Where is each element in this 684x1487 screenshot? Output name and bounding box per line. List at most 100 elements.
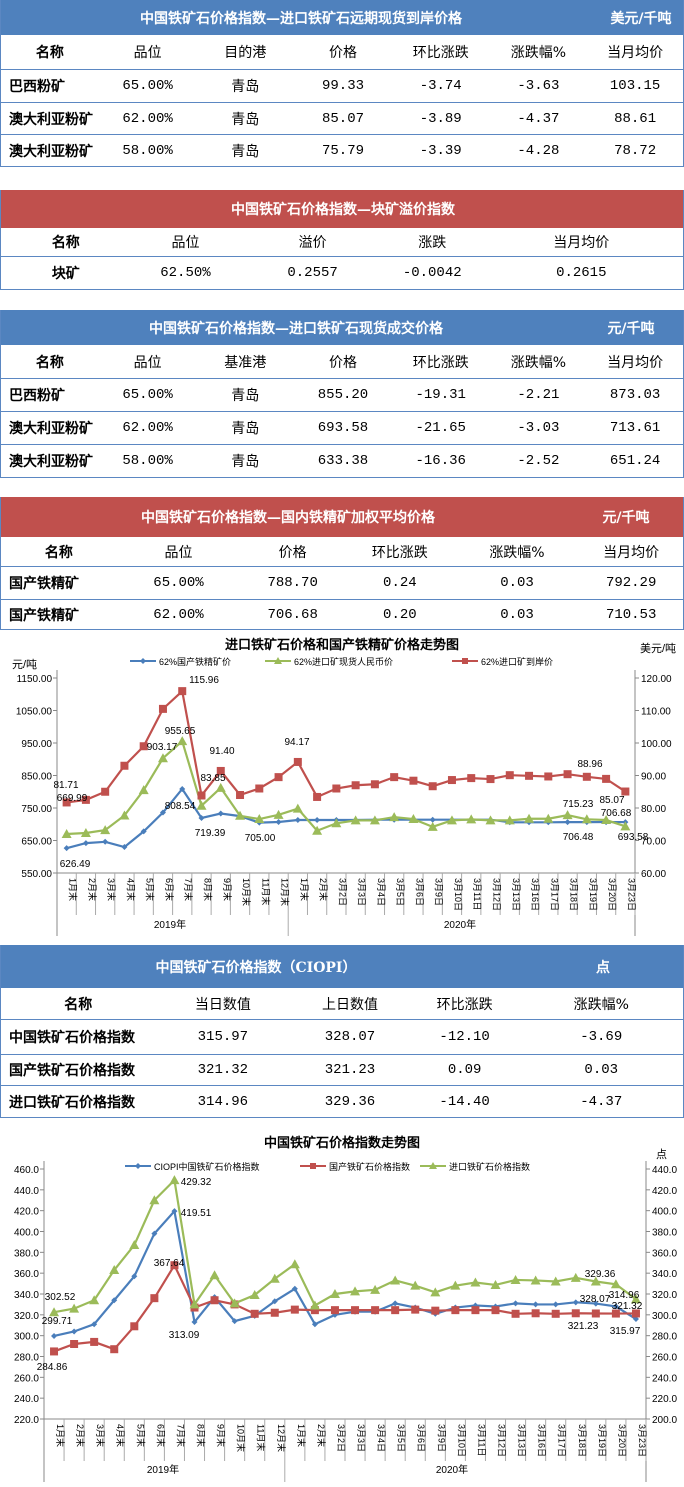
category-label: 3月16日 [537,1424,547,1457]
column-header: 涨跌幅% [510,45,567,61]
right-tick-label: 440.0 [652,1165,677,1176]
diamond-marker [231,1318,238,1325]
category-label: 3月16日 [530,878,540,911]
square-marker [351,1306,360,1315]
triangle-marker [289,1259,300,1269]
legend-label: 62%进口矿现货人民币价 [294,656,393,667]
square-marker [602,774,611,783]
diamond-marker [159,809,166,816]
column-header: 品位 [171,235,200,251]
triangle-marker [100,825,111,835]
diamond-marker [191,1319,198,1326]
year-group-label: 2020年 [444,918,476,931]
category-label: 3月9日 [436,1424,446,1452]
triangle-marker [485,815,496,825]
table-row: 中国铁矿石价格指数 315.97 328.07 -12.10 -3.69 [1,1020,683,1055]
square-marker [110,1345,119,1354]
diamond-marker [592,1300,599,1307]
legend-label: 进口铁矿石价格指数 [449,1161,530,1172]
table-column-header-row: 名称 品位 目的港 价格 环比涨跌 涨跌幅% 当月均价 [1,35,683,70]
row-name: 巴西粉矿 [9,79,65,95]
category-label: 3月末 [106,878,117,901]
left-tick-label: 380.0 [14,1248,39,1259]
square-marker [170,1261,179,1270]
left-tick-label: 1050.00 [16,707,53,718]
triangle-marker [89,1295,100,1305]
cell-value: 62.50% [160,265,211,281]
square-marker [313,792,322,801]
cell-value: -3.69 [580,1029,623,1045]
square-marker [531,1309,540,1318]
cell-value: -4.28 [517,142,560,159]
table-row: 巴西粉矿 65.00% 青岛 99.33 -3.74 -3.63 103.15 [1,70,683,103]
category-label: 8月末 [196,1424,207,1447]
data-label: 299.71 [42,1316,73,1327]
table-row: 澳大利亚粉矿 62.00% 青岛 85.07 -3.89 -4.37 88.61 [1,103,683,135]
triangle-marker [177,736,188,746]
square-marker [290,1305,299,1314]
diamond-marker [564,819,571,826]
category-label: 3月4日 [376,878,386,906]
cell-value: -4.37 [517,110,560,127]
data-label: 321.32 [612,1301,643,1312]
column-header: 环比涨跌 [371,544,428,561]
triangle-marker [157,753,168,763]
category-label: 6月末 [164,878,175,901]
cell-value: -2.21 [517,387,560,403]
triangle-marker [49,1307,60,1317]
cell-value: 103.15 [609,78,661,94]
right-tick-label: 240.0 [652,1373,677,1384]
diamond-marker [291,1285,298,1292]
column-header: 名称 [51,235,80,251]
table-title: 中国铁矿石价格指数—国内铁精矿加权平均价格 [141,510,435,526]
triangle-marker [590,1276,601,1286]
triangle-marker [109,1265,120,1275]
cell-value: 0.20 [383,606,417,623]
square-marker [428,782,437,791]
triangle-marker [450,1280,461,1290]
cell-value: -21.65 [415,420,466,436]
square-marker [462,658,468,664]
price-table: 中国铁矿石价格指数—国内铁精矿加权平均价格 元/千吨 名称 品位 价格 环比涨跌 涨跌幅% 当… [0,497,684,630]
data-label: 669.99 [57,793,88,804]
cell-value: -4.37 [580,1093,623,1110]
square-marker [101,787,110,796]
category-label: 2月末 [75,1424,86,1447]
triangle-marker [530,1275,541,1285]
triangle-marker [254,814,265,824]
table-row: 澳大利亚粉矿 58.00% 青岛 75.79 -3.39 -4.28 78.72 [1,135,683,167]
data-label: 284.86 [37,1362,68,1373]
series-2 [49,1175,641,1317]
cell-value: 0.03 [500,606,534,623]
square-marker [274,773,283,782]
table-row: 澳大利亚粉矿 62.00% 青岛 693.58 -21.65 -3.03 713.61 [1,412,683,445]
left-tick-label: 280.0 [14,1353,39,1364]
diamond-marker [271,1298,278,1305]
diamond-marker [472,1302,479,1309]
triangle-marker [630,1294,641,1304]
data-label: 321.23 [568,1321,599,1332]
cell-value: 710.53 [605,606,657,623]
triangle-marker [350,815,361,825]
table-header-bar: 中国铁矿石价格指数—块矿溢价指数 [1,190,683,228]
triangle-marker [570,1272,581,1282]
category-label: 3月2日 [337,878,347,906]
data-label: 808.54 [165,801,196,812]
square-marker [621,787,630,796]
left-tick-label: 360.0 [14,1269,39,1280]
table-title: 中国铁矿石价格指数（CIOPI） [155,959,357,976]
column-header: 品位 [164,544,193,561]
square-marker [371,1306,380,1315]
year-group-label: 2020年 [436,1463,468,1476]
category-label: 3月18日 [569,878,579,911]
right-tick-label: 200.0 [652,1415,677,1426]
cell-value: 99.33 [321,78,364,94]
right-tick-label: 110.00 [641,707,671,718]
cell-value: 713.61 [609,420,661,436]
cell-value: 0.03 [500,575,534,591]
cell-value: -0.0042 [402,265,462,281]
triangle-marker [510,1274,521,1284]
cell-value: 792.29 [605,575,657,591]
series-line [53,1208,637,1338]
data-label: 302.52 [45,1292,76,1303]
